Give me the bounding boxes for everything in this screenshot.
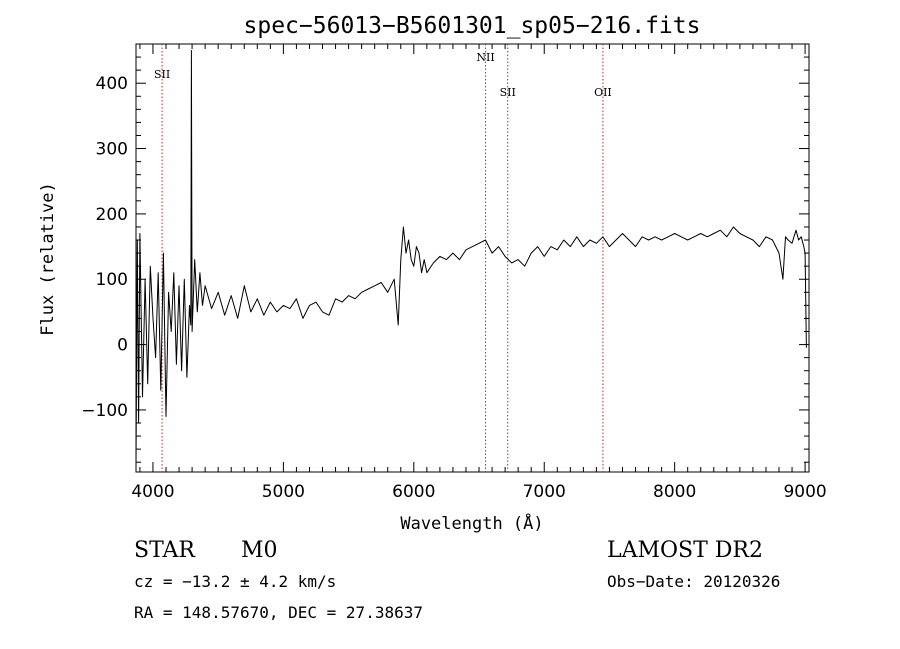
line-labels: SII NII SII OII xyxy=(154,51,612,99)
x-tick-labels: 4000 5000 6000 7000 8000 9000 xyxy=(131,482,826,502)
y-tick-label: 0 xyxy=(117,336,128,356)
ra-dec-coords: RA = 148.57670, DEC = 27.38637 xyxy=(134,603,423,622)
x-tick-label: 7000 xyxy=(523,482,566,502)
x-tick-label: 9000 xyxy=(783,482,826,502)
x-axis-label: Wavelength (Å) xyxy=(400,512,543,534)
x-tick-label: 4000 xyxy=(131,482,174,502)
x-tick-label: 6000 xyxy=(392,482,435,502)
redshift-cz: cz = −13.2 ± 4.2 km/s xyxy=(134,572,337,591)
observation-date: Obs−Date: 20120326 xyxy=(607,572,781,591)
series-layer xyxy=(135,50,807,466)
object-subclass: M0 xyxy=(241,538,278,563)
y-axis-label: Flux (relative) xyxy=(38,182,58,336)
y-tick-label: 400 xyxy=(96,74,128,94)
y-tick-label: 200 xyxy=(96,205,128,225)
emission-line-label: OII xyxy=(594,86,612,99)
y-tick-label: −100 xyxy=(81,401,128,421)
y-tick-label: 100 xyxy=(96,270,128,290)
spectrum-series-line xyxy=(135,50,807,466)
axis-ticks xyxy=(136,44,809,472)
survey-name: LAMOST DR2 xyxy=(607,538,763,563)
x-tick-label: 5000 xyxy=(262,482,305,502)
emission-line-label: NII xyxy=(476,51,494,64)
chart-title: spec−56013−B5601301_sp05−216.fits xyxy=(244,13,701,39)
plot-border xyxy=(135,43,810,473)
y-tick-label: 300 xyxy=(96,140,128,160)
emission-line-label: SII xyxy=(500,86,516,99)
plot-frame xyxy=(135,43,810,473)
y-tick-labels: −100 0 100 200 300 400 xyxy=(81,74,128,421)
emission-line-label: SII xyxy=(154,68,170,81)
x-tick-label: 8000 xyxy=(653,482,696,502)
emission-lines xyxy=(161,44,604,472)
object-class: STAR xyxy=(134,538,195,563)
